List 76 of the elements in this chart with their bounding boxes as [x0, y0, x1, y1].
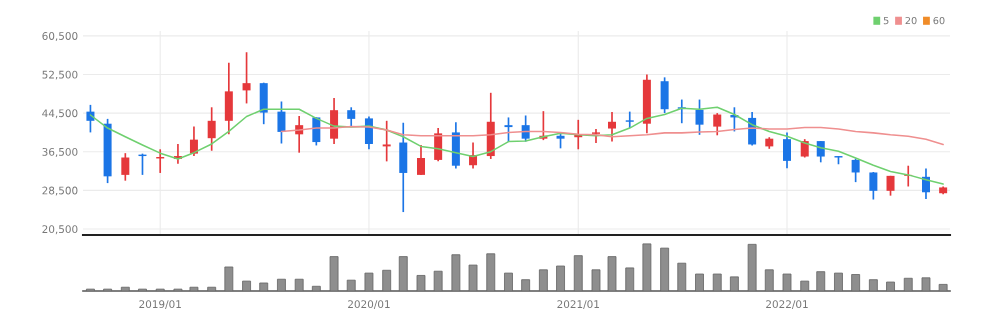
- y-tick-label: 36,500: [42, 147, 78, 157]
- bar: [242, 280, 251, 291]
- bar: [120, 286, 130, 291]
- y-tick-label: 60,500: [42, 32, 78, 41]
- bar: [938, 283, 948, 291]
- x-tick-label: 2022/01: [766, 300, 808, 309]
- legend-label: 60: [933, 16, 945, 25]
- candlestick: [816, 140, 825, 164]
- x-tick-label: 2020/01: [348, 300, 390, 309]
- candlestick: [625, 110, 634, 129]
- bar: [277, 278, 286, 291]
- y-tick-label: 28,500: [42, 186, 78, 196]
- bar: [712, 273, 722, 291]
- bar: [729, 276, 739, 291]
- bar: [677, 262, 687, 291]
- bar: [207, 286, 217, 291]
- bar: [660, 247, 670, 291]
- bar: [921, 277, 931, 291]
- bar: [538, 269, 548, 291]
- legend-label: 20: [905, 16, 917, 25]
- candlestick: [695, 98, 704, 136]
- bar: [189, 286, 199, 291]
- bar: [398, 256, 408, 291]
- bar: [329, 256, 339, 291]
- bar: [346, 279, 356, 291]
- bar: [364, 272, 374, 291]
- candlestick: [869, 171, 878, 201]
- y-tick-label: 44,500: [42, 109, 78, 119]
- x-tick-label: 2019/01: [139, 300, 181, 309]
- candlestick: [504, 116, 513, 143]
- bar: [816, 271, 826, 291]
- candlestick: [347, 106, 356, 128]
- bar: [451, 254, 461, 291]
- bar: [259, 282, 269, 291]
- bar: [764, 269, 774, 291]
- bar: [642, 243, 652, 291]
- bar: [311, 285, 321, 291]
- candlestick: [851, 157, 860, 183]
- bar: [695, 273, 704, 291]
- bar: [504, 272, 513, 291]
- candlestick: [608, 111, 617, 143]
- bar: [486, 253, 496, 291]
- legend-label: 5: [883, 17, 889, 25]
- bar: [591, 269, 601, 291]
- candlestick: [416, 144, 425, 176]
- bar: [294, 278, 304, 291]
- candlestick: [121, 152, 130, 182]
- bar: [573, 255, 583, 291]
- y-tick-label: 52,500: [42, 70, 78, 80]
- x-tick-label: 2021/01: [557, 300, 599, 309]
- bar: [747, 243, 757, 291]
- bar: [382, 269, 392, 291]
- candlestick: [382, 119, 391, 163]
- bar: [521, 279, 531, 291]
- bar: [607, 256, 617, 291]
- candlestick: [521, 114, 530, 143]
- candlestick: [277, 100, 286, 145]
- candlestick: [713, 112, 722, 137]
- bar: [416, 275, 426, 291]
- bar: [224, 266, 234, 291]
- bar: [556, 265, 565, 291]
- candlestick: [783, 131, 792, 169]
- bar: [851, 274, 861, 291]
- bar: [782, 273, 792, 291]
- bar: [868, 279, 878, 291]
- bar: [834, 272, 843, 291]
- bar: [433, 270, 443, 291]
- candlestick: [207, 106, 216, 152]
- candlestick: [800, 138, 809, 159]
- bar: [468, 264, 478, 291]
- bar: [625, 267, 635, 291]
- bar: [800, 280, 810, 291]
- candlestick: [242, 51, 251, 105]
- bar: [903, 277, 913, 291]
- y-tick-label: 20,500: [42, 225, 78, 235]
- bar: [886, 281, 895, 291]
